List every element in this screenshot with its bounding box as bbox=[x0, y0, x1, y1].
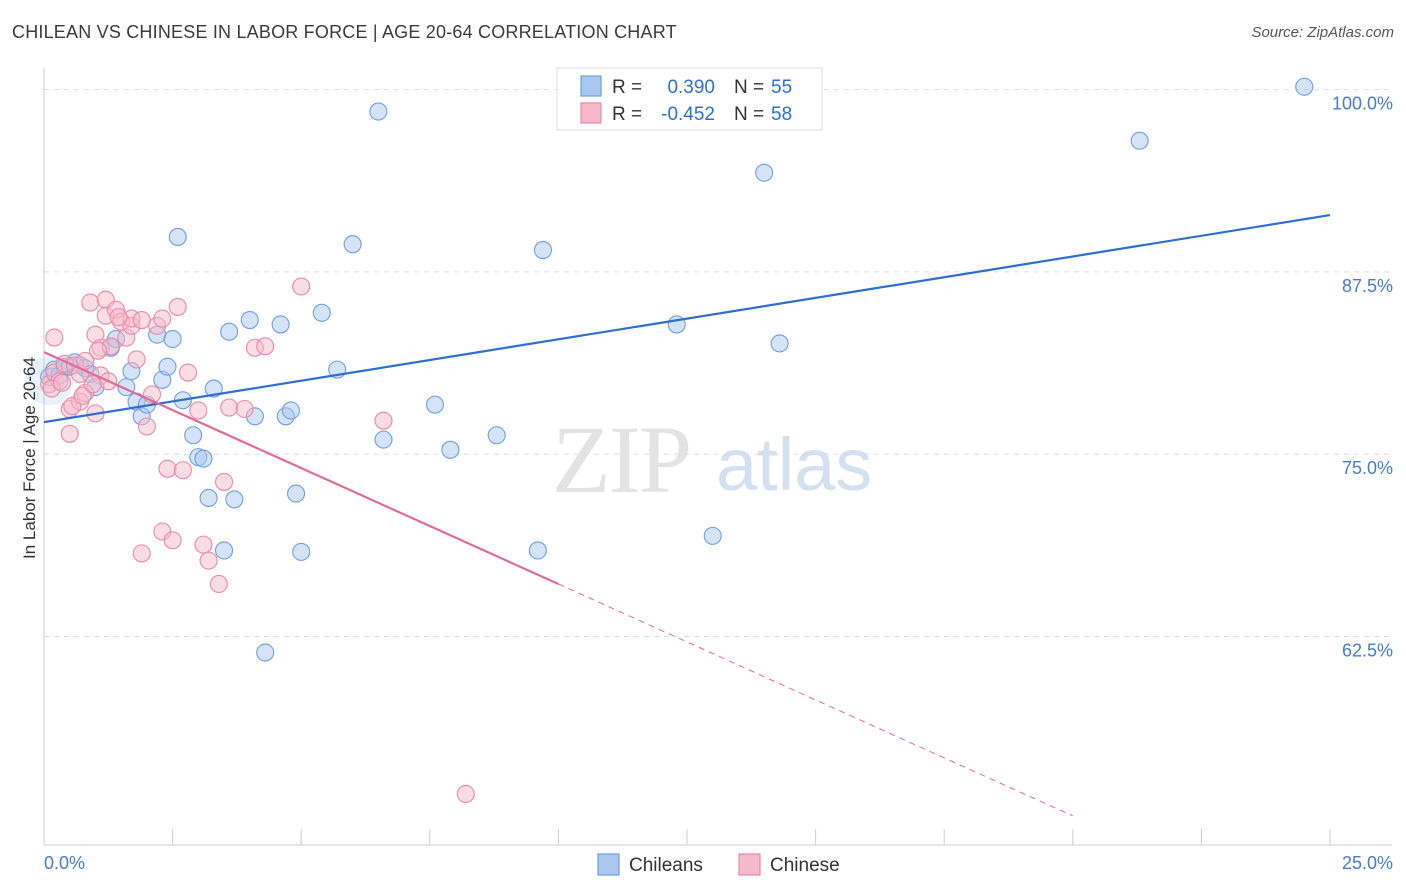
watermark-zip: ZIP bbox=[552, 406, 690, 513]
chileans-point-47 bbox=[528, 541, 547, 560]
axes bbox=[43, 68, 1392, 846]
legend-bottom-swatch-chinese bbox=[738, 853, 761, 876]
legend-n-value-1: 55 bbox=[771, 77, 792, 98]
chinese-trend-line bbox=[43, 351, 559, 585]
grid-lines bbox=[44, 89, 1392, 637]
chinese-point-35 bbox=[168, 297, 187, 316]
legend-bottom: Chileans Chinese bbox=[597, 853, 840, 876]
chileans-point-26 bbox=[199, 488, 218, 508]
legend-swatch-blue bbox=[580, 75, 602, 97]
chinese-point-32 bbox=[153, 309, 172, 328]
x-tick-label-1: 25.0% bbox=[1342, 853, 1393, 873]
chileans-point-28 bbox=[214, 541, 234, 560]
chileans-trend-line bbox=[43, 213, 1331, 424]
chileans-point-23 bbox=[184, 426, 203, 445]
chinese-point-44 bbox=[235, 399, 254, 419]
chileans-point-48 bbox=[533, 241, 553, 260]
y-axis-label: In Labor Force | Age 20-64 bbox=[20, 357, 39, 559]
y-tick-label-0: 62.5% bbox=[1342, 640, 1393, 660]
chart-source: Source: ZipAtlas.com bbox=[1251, 24, 1394, 41]
trend-lines bbox=[43, 213, 1331, 817]
data-points bbox=[25, 77, 1314, 804]
watermark-atlas: atlas bbox=[716, 423, 872, 506]
legend-r-label-1: R = bbox=[612, 77, 642, 98]
chinese-point-28 bbox=[137, 417, 156, 436]
chinese-point-49 bbox=[456, 784, 475, 804]
chileans-point-51 bbox=[755, 163, 774, 182]
chinese-point-40 bbox=[199, 551, 218, 570]
legend-n-value-2: 58 bbox=[771, 104, 792, 125]
chileans-point-38 bbox=[292, 542, 311, 561]
chinese-point-39 bbox=[194, 535, 213, 554]
chinese-point-53 bbox=[73, 386, 92, 405]
legend-bottom-label-chinese: Chinese bbox=[770, 855, 840, 876]
legend-r-label-2: R = bbox=[612, 104, 642, 125]
y-tick-labels: 62.5% 75.0% 87.5% 100.0% bbox=[1332, 94, 1393, 661]
chinese-point-57 bbox=[109, 308, 128, 327]
legend-swatch-pink bbox=[580, 102, 602, 124]
chileans-point-50 bbox=[703, 526, 722, 545]
legend-r-value-2: -0.452 bbox=[661, 104, 715, 125]
chileans-point-43 bbox=[374, 430, 393, 449]
chinese-point-2 bbox=[45, 328, 64, 347]
chileans-point-31 bbox=[240, 311, 259, 330]
x-tick-labels: 0.0% 25.0% bbox=[44, 853, 1393, 873]
chinese-point-27 bbox=[132, 311, 151, 330]
chileans-point-27 bbox=[204, 379, 223, 398]
chinese-point-25 bbox=[127, 350, 146, 369]
chinese-point-43 bbox=[220, 398, 239, 417]
chinese-point-34 bbox=[163, 531, 182, 550]
chileans-point-20 bbox=[163, 329, 182, 349]
chinese-point-26 bbox=[132, 544, 151, 563]
chinese-point-47 bbox=[292, 277, 311, 296]
chileans-point-21 bbox=[168, 227, 187, 246]
legend-n-label-1: N = bbox=[734, 77, 764, 98]
chinese-point-36 bbox=[173, 461, 192, 480]
chileans-point-53 bbox=[1130, 131, 1149, 150]
chart-title: CHILEAN VS CHINESE IN LABOR FORCE | AGE … bbox=[12, 22, 677, 42]
chinese-point-55 bbox=[88, 341, 108, 360]
chileans-point-46 bbox=[487, 426, 506, 445]
chileans-point-36 bbox=[281, 401, 300, 420]
chinese-point-48 bbox=[374, 411, 393, 430]
chileans-point-39 bbox=[312, 303, 331, 322]
chileans-point-44 bbox=[425, 395, 444, 414]
chinese-trend-extension bbox=[558, 583, 1074, 817]
chileans-point-52 bbox=[770, 334, 789, 353]
chinese-point-54 bbox=[83, 375, 102, 394]
chileans-point-37 bbox=[287, 484, 306, 503]
legend-bottom-label-chileans: Chileans bbox=[629, 855, 703, 876]
y-tick-label-2: 87.5% bbox=[1342, 276, 1393, 296]
chinese-point-11 bbox=[76, 351, 95, 370]
chileans-point-19 bbox=[158, 357, 177, 376]
chileans-point-25 bbox=[194, 449, 213, 468]
legend-n-label-2: N = bbox=[734, 104, 764, 125]
chinese-point-33 bbox=[158, 459, 177, 478]
chileans-point-54 bbox=[1295, 77, 1314, 96]
chileans-point-33 bbox=[256, 643, 275, 662]
legend-bottom-swatch-chileans bbox=[597, 853, 620, 876]
chinese-point-38 bbox=[189, 401, 208, 420]
y-tick-label-3: 100.0% bbox=[1332, 94, 1393, 114]
chileans-point-34 bbox=[271, 315, 290, 334]
chinese-point-46 bbox=[256, 337, 275, 356]
chinese-point-41 bbox=[209, 574, 228, 594]
chinese-point-5 bbox=[60, 424, 79, 443]
chinese-point-12 bbox=[81, 293, 100, 312]
legend-r-value-1: 0.390 bbox=[667, 77, 715, 98]
x-tick-label-0: 0.0% bbox=[44, 853, 85, 873]
watermark: ZIP atlas bbox=[552, 406, 872, 513]
y-tick-label-1: 75.0% bbox=[1342, 458, 1393, 478]
chinese-point-51 bbox=[52, 373, 72, 392]
chileans-point-30 bbox=[225, 490, 244, 509]
legend-top: R = 0.390 N = 55 R = -0.452 N = 58 bbox=[556, 67, 823, 131]
chileans-point-42 bbox=[369, 102, 388, 121]
chileans-point-29 bbox=[220, 322, 239, 341]
chileans-point-45 bbox=[441, 440, 460, 459]
chinese-point-42 bbox=[214, 472, 234, 491]
chinese-point-37 bbox=[178, 363, 198, 382]
chileans-point-41 bbox=[343, 235, 362, 254]
